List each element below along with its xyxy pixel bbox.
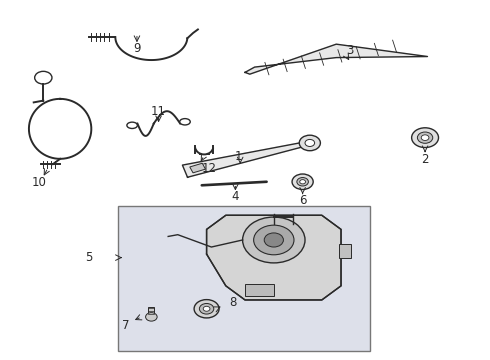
Text: 5: 5 (85, 251, 93, 264)
Circle shape (243, 217, 305, 263)
Circle shape (300, 180, 305, 184)
Text: 12: 12 (201, 162, 217, 175)
Circle shape (305, 139, 315, 147)
Circle shape (417, 132, 433, 143)
Bar (339, 243, 351, 258)
Circle shape (254, 225, 294, 255)
Text: 8: 8 (229, 296, 237, 309)
Ellipse shape (127, 122, 137, 129)
Bar (245, 284, 274, 296)
Circle shape (412, 128, 439, 148)
Circle shape (199, 303, 214, 314)
Text: 10: 10 (32, 176, 47, 189)
Circle shape (292, 174, 313, 189)
Text: 4: 4 (232, 190, 239, 203)
Ellipse shape (180, 118, 190, 125)
Circle shape (146, 312, 157, 321)
Circle shape (35, 71, 52, 84)
Circle shape (264, 233, 283, 247)
Text: 2: 2 (421, 153, 429, 166)
Bar (190, 163, 205, 173)
Circle shape (194, 300, 219, 318)
Text: 11: 11 (151, 105, 166, 118)
Circle shape (203, 306, 210, 311)
Text: 9: 9 (133, 42, 141, 55)
Polygon shape (207, 215, 341, 300)
Text: 1: 1 (235, 149, 243, 162)
Circle shape (421, 135, 429, 140)
Polygon shape (182, 141, 311, 177)
Text: 7: 7 (122, 319, 130, 332)
Text: 3: 3 (346, 44, 353, 57)
Text: 6: 6 (299, 194, 306, 207)
Circle shape (297, 177, 308, 186)
Bar (148, 307, 154, 315)
Polygon shape (245, 44, 427, 74)
Circle shape (299, 135, 320, 151)
Bar (118, 206, 370, 351)
